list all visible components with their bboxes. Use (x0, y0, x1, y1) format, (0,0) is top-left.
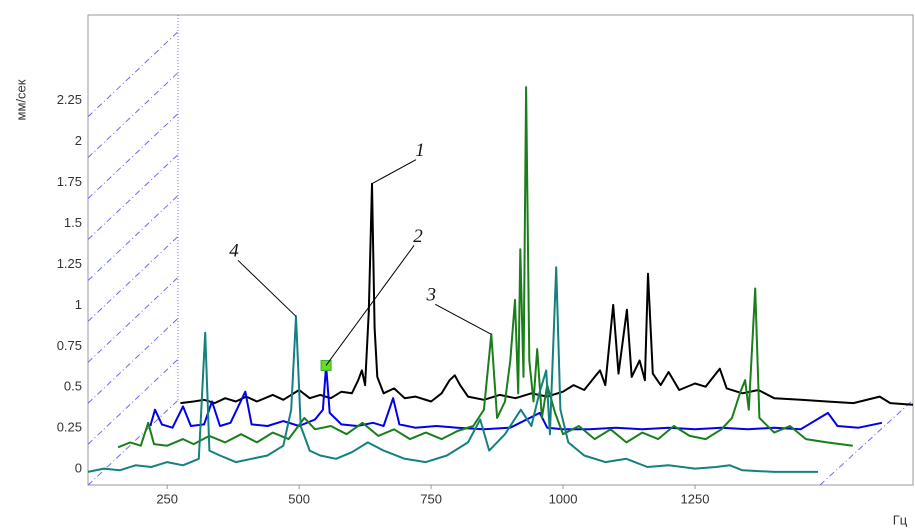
y-tick-label: 1.75 (57, 174, 82, 189)
series-line (149, 364, 883, 431)
y-tick-label: 0.75 (57, 338, 82, 353)
annotation-label: 4 (229, 241, 239, 262)
grid-line (87, 195, 179, 281)
x-tick-label: 750 (420, 491, 442, 506)
grid-line (87, 72, 179, 159)
y-tick-label: 0.5 (64, 379, 82, 394)
grid-line (87, 113, 179, 199)
y-axis-label: мм/сек (13, 79, 28, 120)
y-tick-label: 1.25 (57, 256, 82, 271)
y-tick-label: 1.5 (64, 215, 82, 230)
depth-diagonal (819, 399, 914, 486)
grid-line (87, 358, 179, 445)
y-tick-label: 1 (75, 297, 82, 312)
x-tick-label: 250 (156, 491, 178, 506)
annotation-label: 3 (426, 285, 437, 306)
grid-line (87, 317, 179, 404)
x-tick-label: 1250 (681, 491, 710, 506)
grid-line (87, 236, 179, 322)
plot-frame (87, 14, 914, 486)
x-tick-label: 1000 (549, 491, 578, 506)
series-line (117, 86, 853, 449)
series-line (180, 182, 914, 406)
annotation-leader (325, 245, 415, 366)
y-tick-label: 0 (75, 461, 82, 476)
x-tick-label: 500 (288, 491, 310, 506)
series-line (87, 266, 818, 473)
y-tick-label: 2.25 (57, 92, 82, 107)
y-tick-label: 2 (75, 133, 82, 148)
annotation-label: 1 (415, 140, 425, 161)
annotation-label: 2 (413, 226, 423, 247)
annotation-leader (435, 303, 492, 335)
grid-line (87, 276, 179, 363)
grid-line (87, 31, 179, 118)
annotation-leader (371, 159, 417, 185)
annotation-leader (237, 259, 297, 317)
x-axis-label: Гц (893, 512, 908, 527)
grid-line (87, 154, 179, 240)
y-tick-label: 0.25 (57, 420, 82, 435)
